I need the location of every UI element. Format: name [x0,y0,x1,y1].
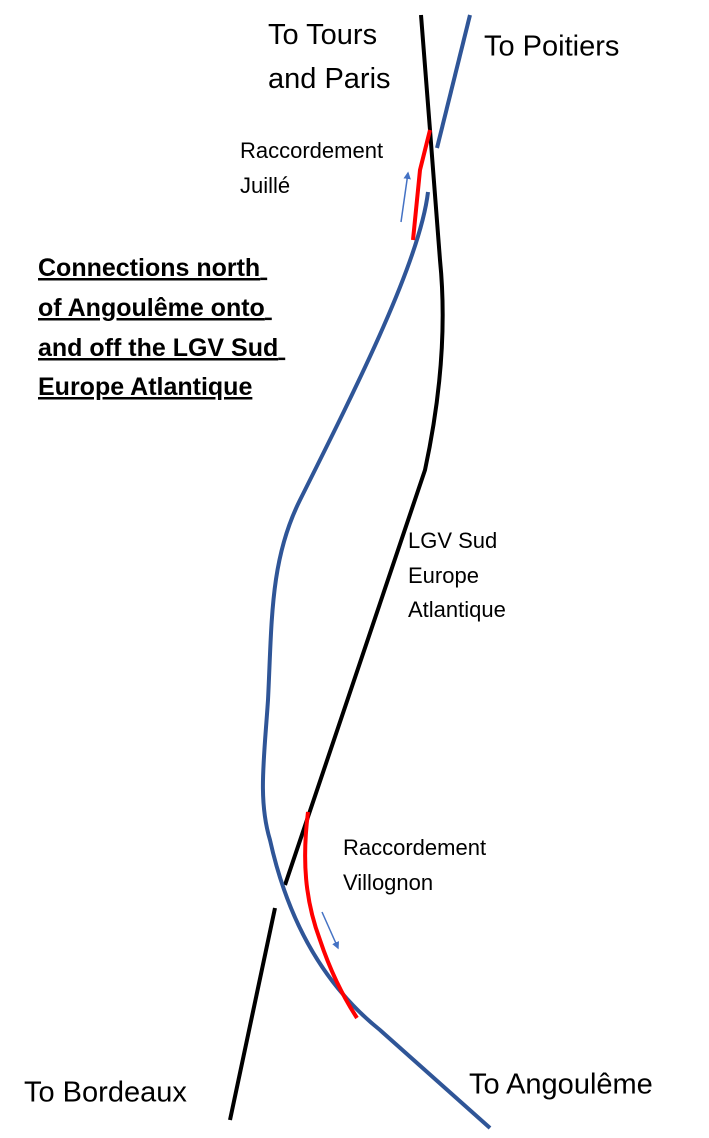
tours-paris-label: To Tours and Paris [268,19,391,95]
label-line: Atlantique [408,597,506,622]
juille-label: Raccordement Juillé [240,138,389,198]
lgv-label: LGV Sud Europe Atlantique [408,528,506,622]
bordeaux-label: To Bordeaux [24,1077,187,1109]
title-line: Europe Atlantique [38,373,252,401]
bordeaux-line [228,907,277,1121]
label-line: and Paris [268,63,391,95]
title-line: and off the LGV Sud [38,334,278,362]
juille-connection [411,129,432,241]
label-line: Raccordement [343,835,486,860]
label-line: Juillé [240,173,290,198]
villognon-arrow [321,911,339,950]
label-line: Raccordement [240,138,383,163]
label-line: Villognon [343,870,433,895]
label-line: To Tours [268,19,377,51]
classic-line [260,191,492,1130]
poitiers-label: To Poitiers [484,31,619,63]
title: Connections north of Angoulême onto and … [38,254,285,401]
title-line: Connections north [38,254,260,282]
villognon-connection [303,811,359,1020]
juille-arrow [400,171,411,223]
title-line: of Angoulême onto [38,294,265,322]
villognon-label: Raccordement Villognon [343,835,492,895]
label-line: LGV Sud [408,528,497,553]
lgv-line [283,14,445,886]
angouleme-label: To Angoulême [469,1069,653,1101]
label-line: Europe [408,563,479,588]
poitiers-line [435,14,472,149]
